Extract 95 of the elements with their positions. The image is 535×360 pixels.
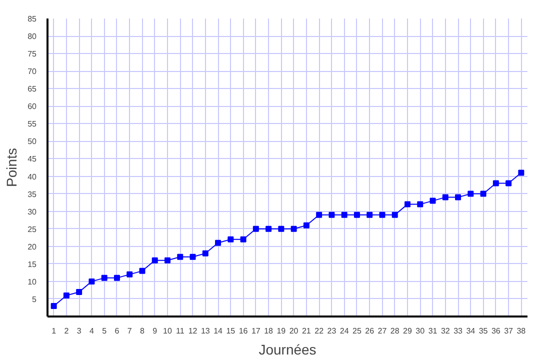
point — [50, 302, 57, 309]
y-tick-label: 50 — [28, 137, 38, 146]
y-tick-label: 70 — [28, 67, 38, 76]
y-tick-label: 5 — [32, 294, 38, 304]
x-tick-label: 33 — [454, 326, 464, 336]
point — [63, 292, 70, 298]
x-tick-label: 14 — [214, 326, 224, 336]
x-tick-label: 31 — [428, 326, 438, 336]
x-tick-label: 12 — [188, 326, 198, 336]
x-tick-label: 37 — [504, 326, 514, 336]
x-tick-label: 18 — [264, 326, 274, 336]
point — [228, 236, 234, 242]
x-tick-label: 27 — [378, 326, 388, 336]
y-tick-label: 75 — [28, 50, 38, 59]
point — [88, 278, 95, 284]
point — [303, 222, 310, 228]
y-tick-label: 35 — [28, 190, 38, 199]
point — [354, 212, 360, 218]
x-tick-label: 6 — [114, 326, 120, 336]
point — [480, 190, 486, 197]
point — [76, 288, 82, 295]
x-axis-title: Journées — [258, 342, 316, 358]
x-tick-label: 5 — [102, 326, 108, 336]
y-tick-label: 40 — [28, 172, 38, 182]
x-tick-label: 20 — [289, 326, 299, 336]
x-tick-label: 22 — [314, 326, 324, 336]
x-tick-label: 2 — [64, 326, 70, 336]
point — [404, 201, 410, 208]
x-tick-label: 38 — [516, 326, 526, 336]
x-tick-label: 21 — [302, 326, 312, 336]
x-tick-label: 9 — [152, 326, 158, 336]
point — [266, 226, 272, 232]
point — [492, 180, 499, 186]
x-tick-label: 16 — [238, 326, 248, 336]
point — [101, 274, 108, 281]
point — [392, 212, 398, 218]
y-tick-label: 10 — [28, 277, 38, 286]
x-tick-label: 24 — [340, 326, 350, 336]
point — [341, 212, 348, 218]
point — [430, 198, 436, 204]
point — [252, 226, 259, 232]
point — [278, 226, 284, 232]
x-tick-label: 4 — [89, 326, 94, 336]
point — [177, 254, 184, 260]
y-tick-label: 55 — [28, 120, 38, 129]
x-tick-label: 1 — [52, 326, 57, 336]
x-tick-label: 13 — [200, 326, 210, 336]
point — [442, 194, 448, 200]
point — [190, 254, 196, 260]
point — [152, 257, 158, 264]
point — [455, 194, 462, 200]
x-tick-label: 35 — [478, 326, 488, 336]
point — [164, 257, 170, 264]
x-tick-label: 7 — [127, 326, 132, 336]
x-tick-label: 10 — [163, 326, 172, 336]
x-tick-label: 32 — [440, 326, 450, 336]
point — [468, 190, 474, 197]
x-tick-label: 29 — [403, 326, 412, 336]
x-tick-label: 17 — [251, 326, 261, 336]
point — [114, 274, 120, 281]
y-tick-label: 85 — [28, 14, 38, 24]
y-axis-title: Points — [4, 148, 20, 187]
point — [290, 226, 297, 232]
y-tick-label: 25 — [28, 224, 38, 234]
y-tick-label: 20 — [28, 242, 38, 252]
point — [139, 268, 146, 274]
y-tick-label: 30 — [28, 207, 38, 216]
point — [202, 250, 208, 256]
point — [126, 271, 133, 278]
point — [240, 236, 246, 242]
y-tick-label: 15 — [28, 260, 38, 269]
x-tick-label: 36 — [491, 326, 501, 336]
point — [518, 170, 524, 176]
x-tick-label: 30 — [416, 326, 426, 336]
y-tick-label: 65 — [28, 84, 38, 94]
x-tick-label: 3 — [76, 326, 82, 336]
point — [379, 212, 386, 218]
y-tick-label: 45 — [28, 154, 38, 164]
x-tick-label: 28 — [390, 326, 400, 336]
x-tick-label: 26 — [365, 326, 375, 336]
x-tick-label: 15 — [226, 326, 236, 336]
point — [506, 180, 512, 186]
point — [215, 240, 222, 246]
point — [328, 212, 335, 218]
x-tick-label: 11 — [176, 326, 185, 336]
x-tick-label: 19 — [276, 326, 286, 336]
y-tick-label: 80 — [28, 32, 38, 42]
x-tick-label: 23 — [327, 326, 337, 336]
point — [417, 201, 424, 208]
x-tick-label: 25 — [352, 326, 362, 336]
y-tick-label: 60 — [28, 102, 38, 112]
x-tick-label: 34 — [466, 326, 476, 336]
x-tick-label: 8 — [140, 326, 146, 336]
point — [316, 212, 322, 218]
point — [366, 212, 373, 218]
